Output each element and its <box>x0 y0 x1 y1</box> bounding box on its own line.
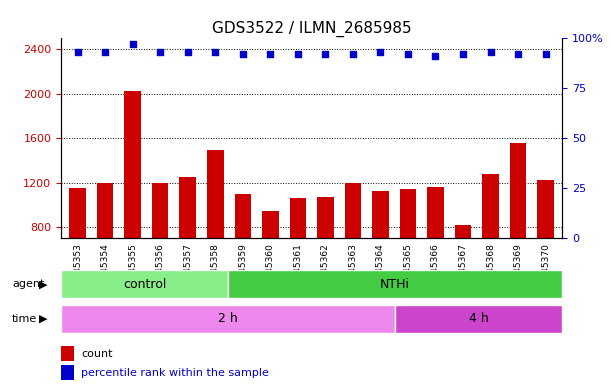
Bar <box>262 212 279 316</box>
Point <box>458 51 468 58</box>
Bar <box>235 194 251 316</box>
Bar <box>290 198 306 316</box>
FancyBboxPatch shape <box>61 305 395 333</box>
Point <box>100 49 110 55</box>
Text: count: count <box>81 349 112 359</box>
Bar <box>482 174 499 316</box>
Bar <box>97 183 114 316</box>
Bar <box>400 189 416 316</box>
Text: time: time <box>12 314 37 324</box>
Point <box>73 49 82 55</box>
Point <box>403 51 413 58</box>
Bar <box>317 197 334 316</box>
Point <box>513 51 523 58</box>
Bar <box>345 183 361 316</box>
Point <box>348 51 358 58</box>
Point <box>183 49 192 55</box>
Bar <box>61 346 74 361</box>
Text: ▶: ▶ <box>38 314 47 324</box>
Text: NTHi: NTHi <box>380 278 410 291</box>
Point <box>293 51 302 58</box>
FancyBboxPatch shape <box>61 270 228 298</box>
Text: percentile rank within the sample: percentile rank within the sample <box>81 367 269 377</box>
Bar <box>537 180 554 316</box>
Bar <box>455 225 471 316</box>
Point <box>128 41 137 48</box>
FancyBboxPatch shape <box>395 305 562 333</box>
Bar <box>372 192 389 316</box>
Bar <box>180 177 196 316</box>
Bar <box>61 365 74 380</box>
Bar <box>70 188 86 316</box>
Bar <box>125 91 141 316</box>
Bar <box>510 143 526 316</box>
Point <box>155 49 165 55</box>
Point <box>431 53 441 60</box>
Text: ▶: ▶ <box>38 279 47 289</box>
Point <box>238 51 247 58</box>
Point <box>210 49 220 55</box>
Point <box>541 51 551 58</box>
Text: agent: agent <box>12 279 45 289</box>
Point <box>321 51 331 58</box>
Bar <box>207 151 224 316</box>
Text: 4 h: 4 h <box>469 312 488 325</box>
Point <box>486 49 496 55</box>
Point <box>265 51 275 58</box>
Text: 2 h: 2 h <box>218 312 238 325</box>
Title: GDS3522 / ILMN_2685985: GDS3522 / ILMN_2685985 <box>212 21 411 37</box>
FancyBboxPatch shape <box>228 270 562 298</box>
Point <box>376 49 386 55</box>
Bar <box>152 183 169 316</box>
Text: control: control <box>123 278 166 291</box>
Bar <box>427 187 444 316</box>
